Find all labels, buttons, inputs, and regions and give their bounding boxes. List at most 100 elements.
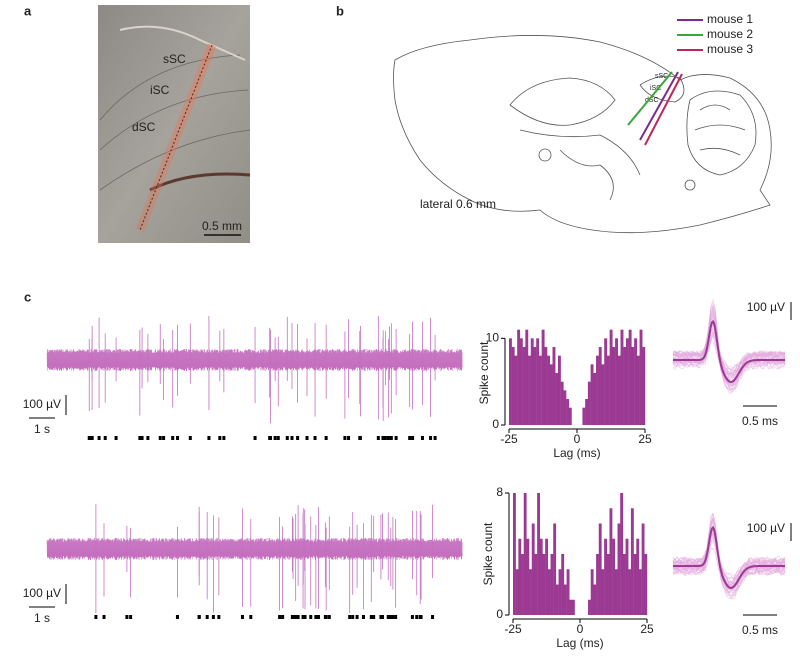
raster-tick [379, 615, 383, 619]
bar [620, 329, 624, 425]
amplitude-label: 100 µV [747, 300, 785, 314]
bar [628, 569, 632, 615]
bar [545, 538, 549, 615]
bar [625, 538, 629, 615]
region-label: iSC [150, 83, 170, 97]
time-label: 0.5 ms [742, 623, 778, 637]
x-tick-label: -25 [504, 622, 522, 636]
bar [641, 523, 645, 615]
waveform [672, 320, 786, 394]
bar [571, 599, 575, 615]
raster-tick [361, 615, 365, 619]
amplitude-label: 100 µV [23, 397, 61, 411]
raster-tick [176, 436, 180, 440]
time-label: 1 s [34, 422, 50, 436]
bar [558, 569, 562, 615]
bar [593, 584, 597, 615]
legend-label: mouse 3 [707, 42, 753, 56]
bar [609, 329, 613, 425]
raster-tick [301, 615, 305, 619]
bar [513, 493, 516, 615]
raster-tick [355, 615, 359, 619]
raster-tick [162, 436, 166, 440]
bar [638, 569, 642, 615]
waveform [672, 316, 786, 375]
waveform [672, 339, 786, 378]
mean-waveform [673, 525, 785, 590]
traces: 100 µV 1 s 100 µV 0.5 ms 100 µV 1 s 100 µV 0.5 … [23, 298, 792, 637]
bar [642, 347, 646, 425]
x-axis-label: Lag (ms) [556, 636, 603, 650]
bar [530, 338, 534, 425]
raster-tick [281, 615, 285, 619]
waveform [672, 304, 786, 390]
bar [511, 347, 515, 425]
bar [596, 554, 599, 615]
bar [623, 347, 627, 425]
bar [631, 347, 635, 425]
time-label: 0.5 ms [742, 414, 778, 428]
bar [568, 407, 572, 425]
raster-tick [391, 615, 395, 619]
waveform [672, 526, 786, 600]
raster-tick [369, 615, 373, 619]
bar [517, 329, 521, 425]
bar [628, 329, 632, 425]
bar [622, 554, 626, 615]
waveform [672, 533, 786, 580]
raster-tick [296, 436, 300, 440]
histology-image [98, 5, 251, 243]
bar [604, 338, 608, 425]
bar [519, 338, 523, 425]
raster-tick [276, 436, 280, 440]
probe-track [627, 71, 673, 126]
scale-label: 0.5 mm [202, 219, 242, 233]
raster-tick [285, 436, 289, 440]
bar [630, 508, 634, 615]
bar [522, 347, 526, 425]
region-label: sSC [655, 73, 668, 80]
amplitude-label: 100 µV [747, 521, 785, 535]
bar [590, 569, 594, 615]
raster-tick [207, 436, 211, 440]
raster-tick [347, 436, 351, 440]
bar [563, 390, 567, 425]
bar [552, 347, 556, 425]
y-axis-label: Spike count [481, 522, 495, 585]
raster-tick [431, 615, 435, 619]
raster-tick [309, 615, 313, 619]
bar [521, 554, 524, 615]
bar [533, 347, 537, 425]
raster-tick [197, 615, 201, 619]
bar [549, 364, 553, 425]
raster-tick [138, 436, 142, 440]
y-tick-label: 0 [492, 417, 499, 431]
bar [587, 381, 591, 425]
bar [509, 338, 512, 425]
raster-tick [240, 615, 244, 619]
raster-tick [140, 436, 144, 440]
raster-tick [394, 436, 398, 440]
raster-tick [278, 615, 282, 619]
probe-track [639, 71, 679, 141]
raster-tick [419, 615, 423, 619]
x-tick-label: 0 [577, 622, 584, 636]
raster-tick [410, 615, 414, 619]
bar [555, 584, 559, 615]
bar [636, 355, 640, 425]
bar [526, 538, 530, 615]
raster-tick [273, 436, 277, 440]
panel-label: c [24, 289, 31, 304]
raster-tick [314, 615, 318, 619]
raster-tick [217, 615, 221, 619]
x-tick-label: -25 [500, 432, 518, 446]
panel-label: a [24, 3, 32, 18]
raster-tick [253, 436, 257, 440]
bar [601, 569, 605, 615]
bar [525, 329, 529, 425]
waveform [672, 513, 786, 594]
raster-tick [351, 615, 355, 619]
bar [544, 347, 548, 425]
bar [585, 399, 589, 425]
